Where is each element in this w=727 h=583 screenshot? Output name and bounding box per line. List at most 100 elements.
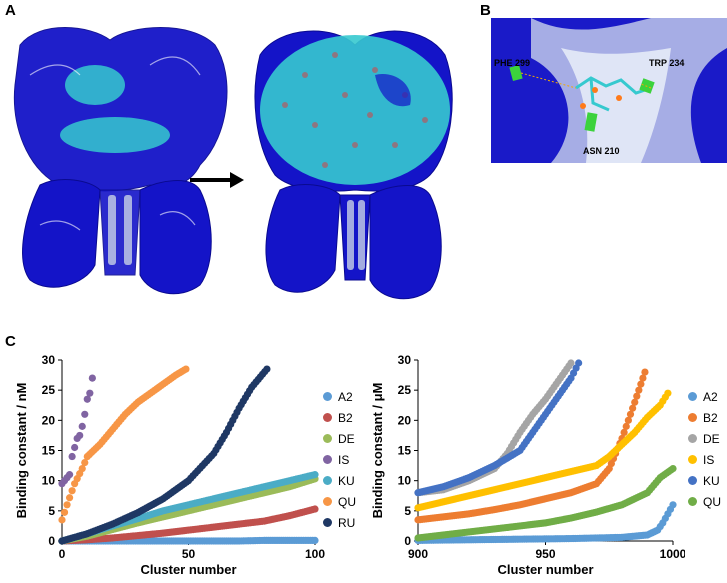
legend-marker <box>323 476 332 485</box>
y-tick-label: 10 <box>42 474 56 488</box>
series-is <box>414 389 672 512</box>
legend-label: B2 <box>338 410 353 425</box>
data-point <box>68 487 76 495</box>
legend-label: QU <box>338 494 356 509</box>
data-point <box>78 422 86 430</box>
legend-marker <box>688 497 697 506</box>
x-tick-label: 50 <box>182 547 196 561</box>
series-ru <box>58 365 271 545</box>
series-a2 <box>414 501 677 544</box>
residue-label-phe: PHE 299 <box>494 58 531 68</box>
legend-item-ru: RU <box>323 512 356 533</box>
data-point <box>637 380 645 388</box>
legend-marker <box>323 455 332 464</box>
legend-label: IS <box>338 452 350 467</box>
legend-marker <box>323 497 332 506</box>
protein-structure-image <box>0 15 240 315</box>
legend-marker <box>323 518 332 527</box>
data-point <box>622 422 630 430</box>
legend-item-is: IS <box>323 449 356 470</box>
y-tick-label: 30 <box>42 353 56 367</box>
legend-marker <box>688 392 697 401</box>
legend-item-is: IS <box>688 449 721 470</box>
y-tick-label: 10 <box>398 474 412 488</box>
legend-label: KU <box>703 473 720 488</box>
docked-ligands-structure-image <box>245 15 460 315</box>
data-point <box>629 404 637 412</box>
data-point <box>311 536 319 544</box>
legend-item-ku: KU <box>688 470 721 491</box>
series-qu <box>58 365 190 524</box>
series-b2 <box>414 368 649 524</box>
legend-item-ku: KU <box>323 470 356 491</box>
panel-label-b: B <box>480 2 491 19</box>
data-point <box>664 389 672 397</box>
x-tick-label: 900 <box>408 547 428 561</box>
data-point <box>88 374 96 382</box>
data-point <box>83 395 91 403</box>
x-tick-label: 0 <box>59 547 66 561</box>
legend-label: A2 <box>338 389 353 404</box>
data-point <box>65 471 74 479</box>
data-point <box>311 505 319 513</box>
legend-item-qu: QU <box>688 491 721 512</box>
series-ku <box>414 359 583 497</box>
transition-arrow <box>190 172 244 188</box>
data-point <box>311 471 319 479</box>
legend-item-a2: A2 <box>688 386 721 407</box>
panel-label-c: C <box>5 333 16 350</box>
data-point <box>567 359 575 367</box>
x-tick-label: 100 <box>305 547 325 561</box>
legend-nm: A2 B2 DE IS KU QU RU <box>323 386 356 533</box>
panel-label-a: A <box>5 2 16 19</box>
data-point <box>81 458 89 467</box>
data-point <box>635 386 643 394</box>
legend-marker <box>688 434 697 443</box>
data-point <box>86 389 94 397</box>
residue-label-asn: ASN 210 <box>583 146 620 156</box>
legend-label: A2 <box>703 389 718 404</box>
data-point <box>78 465 86 473</box>
data-point <box>68 452 76 461</box>
legend-item-a2: A2 <box>323 386 356 407</box>
data-point <box>633 392 641 400</box>
legend-label: QU <box>703 494 721 509</box>
legend-item-b2: B2 <box>688 407 721 428</box>
legend-marker <box>323 413 332 422</box>
y-tick-label: 5 <box>404 504 411 518</box>
legend-label: RU <box>338 515 356 530</box>
y-tick-label: 15 <box>42 444 56 458</box>
data-point <box>669 465 677 473</box>
data-point <box>641 368 649 376</box>
legend-item-qu: QU <box>323 491 356 512</box>
data-point <box>71 443 79 452</box>
legend-marker <box>688 413 697 422</box>
data-point <box>58 516 66 524</box>
data-point <box>60 508 69 516</box>
data-point <box>669 501 677 509</box>
data-point <box>575 359 583 367</box>
legend-label: IS <box>703 452 715 467</box>
data-point <box>63 501 71 509</box>
y-tick-label: 25 <box>398 383 412 397</box>
y-tick-label: 5 <box>48 504 55 518</box>
series-a2 <box>58 536 319 545</box>
data-point <box>620 428 628 436</box>
legend-label: KU <box>338 473 355 488</box>
legend-item-de: DE <box>323 428 356 449</box>
legend-label: DE <box>338 431 355 446</box>
y-tick-label: 0 <box>404 534 411 548</box>
series-qu <box>414 465 677 542</box>
y-tick-label: 0 <box>48 534 55 548</box>
legend-item-b2: B2 <box>323 407 356 428</box>
x-axis-label: Cluster number <box>140 562 236 577</box>
data-point <box>81 410 89 418</box>
x-tick-label: 1000 <box>660 547 685 561</box>
y-axis-label: Binding constant / nM <box>14 383 29 519</box>
legend-marker <box>323 392 332 401</box>
x-tick-label: 950 <box>535 547 555 561</box>
data-point <box>639 374 647 382</box>
legend-um: A2 B2 DE IS KU QU <box>688 386 721 512</box>
series-is <box>58 374 96 488</box>
y-tick-label: 20 <box>42 413 56 427</box>
